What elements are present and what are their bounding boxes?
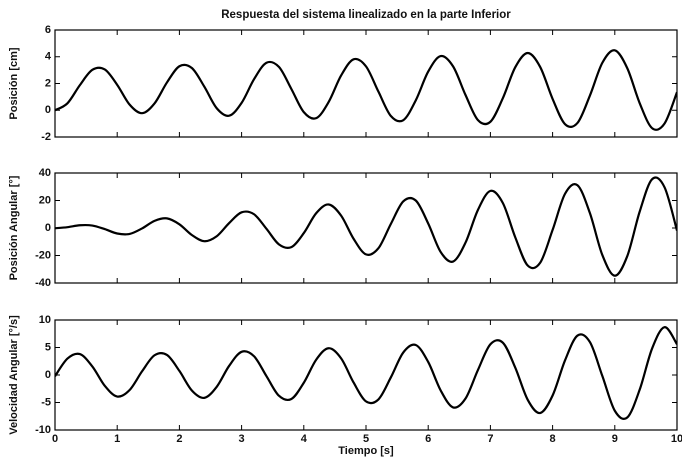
x-tick-label: 1 xyxy=(114,433,120,445)
x-tick-label: 6 xyxy=(425,433,431,445)
y-tick-label: -20 xyxy=(35,249,51,261)
y-axis-label: Velocidad Angular [°/s] xyxy=(8,315,20,435)
plot-frame xyxy=(54,172,678,284)
data-line xyxy=(55,176,677,277)
y-tick-label: 2 xyxy=(45,77,51,89)
chart-title: Respuesta del sistema linealizado en la … xyxy=(221,9,511,21)
y-axis-label: Posición [cm] xyxy=(8,47,20,119)
y-tick-label: 0 xyxy=(45,369,51,381)
data-line xyxy=(55,326,677,421)
y-tick-label: 5 xyxy=(45,341,51,353)
y-tick-label: 4 xyxy=(45,51,52,63)
plot-frame xyxy=(54,319,678,431)
x-axis-label: Tiempo [s] xyxy=(338,445,394,457)
y-axis-label: Posición Angular [°] xyxy=(8,175,20,280)
x-tick-label: 8 xyxy=(550,433,556,445)
plot-frame xyxy=(54,29,678,138)
x-tick-label: 7 xyxy=(487,433,493,445)
x-tick-label: 0 xyxy=(52,433,58,445)
x-tick-label: 9 xyxy=(612,433,618,445)
x-tick-label: 5 xyxy=(363,433,369,445)
y-tick-label: 0 xyxy=(45,104,51,116)
y-tick-label: -2 xyxy=(41,131,51,143)
x-tick-label: 2 xyxy=(176,433,182,445)
y-tick-label: -40 xyxy=(35,277,51,289)
x-tick-label: 10 xyxy=(671,433,682,445)
y-tick-label: -10 xyxy=(35,424,51,436)
y-tick-label: -5 xyxy=(41,396,51,408)
x-tick-label: 4 xyxy=(301,433,308,445)
data-line xyxy=(55,49,677,131)
y-tick-label: 20 xyxy=(39,194,51,206)
y-tick-label: 0 xyxy=(45,222,51,234)
y-tick-label: 40 xyxy=(39,167,51,179)
y-tick-label: 10 xyxy=(39,314,51,326)
y-tick-label: 6 xyxy=(45,24,51,36)
x-tick-label: 3 xyxy=(239,433,245,445)
